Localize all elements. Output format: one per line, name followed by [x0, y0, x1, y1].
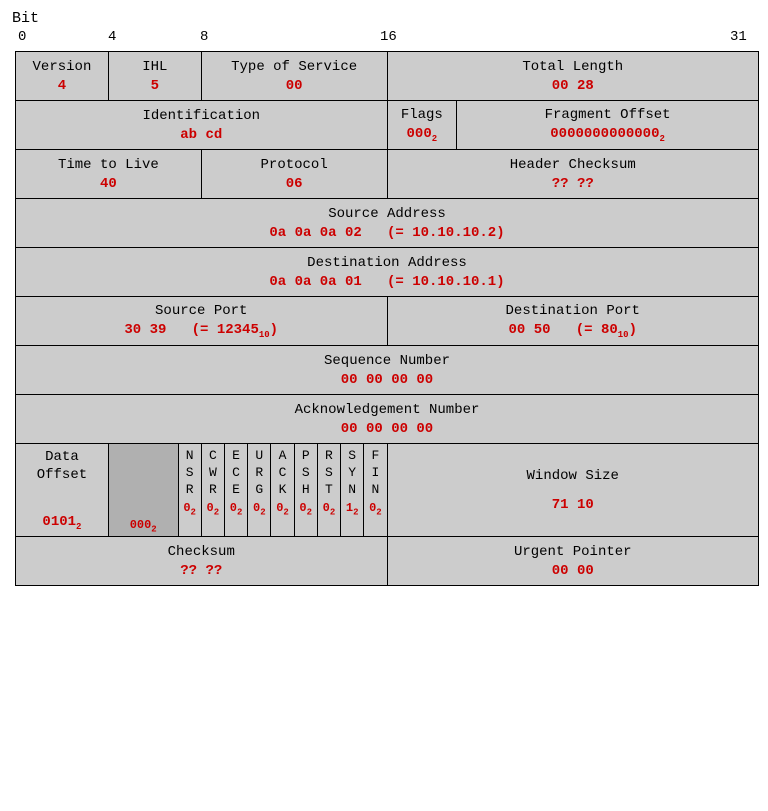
field-destination-address: Destination Address 0a 0a 0a 01 (= 10.10…	[16, 248, 758, 296]
bit-ruler: 0 4 8 16 31	[10, 29, 758, 47]
ruler-tick-16: 16	[380, 29, 397, 45]
label-ihl: IHL	[142, 58, 167, 76]
field-urgent-pointer: Urgent Pointer 00 00	[388, 537, 759, 585]
field-ack-number: Acknowledgement Number 00 00 00 00	[16, 395, 758, 443]
field-data-offset: DataOffset 01012	[16, 444, 108, 536]
label-frag-offset: Fragment Offset	[545, 106, 671, 124]
flag-psh: PSH 02	[295, 444, 317, 536]
value-frag-offset: 00000000000002	[550, 126, 665, 144]
value-source-port: 30 39 (= 1234510)	[124, 322, 278, 340]
value-protocol: 06	[286, 176, 303, 192]
value-ack-number: 00 00 00 00	[341, 421, 433, 437]
flag-ns: NSR 02	[179, 444, 201, 536]
field-header-checksum: Header Checksum ?? ??	[388, 150, 759, 198]
field-source-address: Source Address 0a 0a 0a 02 (= 10.10.10.2…	[16, 199, 758, 247]
label-urgent-pointer: Urgent Pointer	[514, 543, 632, 561]
flag-cwr: CWR 02	[202, 444, 224, 536]
label-version: Version	[33, 58, 92, 76]
field-version: Version 4	[16, 52, 108, 100]
label-destination-address: Destination Address	[307, 254, 467, 272]
label-ttl: Time to Live	[58, 156, 159, 174]
flag-ece: ECE 02	[225, 444, 247, 536]
field-destination-port: Destination Port 00 50 (= 8010)	[388, 297, 759, 345]
label-total-length: Total Length	[522, 58, 623, 76]
field-protocol: Protocol 06	[202, 150, 387, 198]
label-data-offset: DataOffset	[37, 448, 87, 484]
field-window-size: Window Size 71 10	[388, 444, 759, 536]
value-total-length: 00 28	[552, 78, 594, 94]
flag-syn: SYN 12	[341, 444, 363, 536]
packet-diagram: Version 4 IHL 5 Type of Service 00 Total…	[15, 51, 759, 586]
field-tos: Type of Service 00	[202, 52, 387, 100]
value-tcp-checksum: ?? ??	[180, 563, 222, 579]
value-version: 4	[58, 78, 66, 94]
label-destination-port: Destination Port	[506, 302, 640, 320]
field-tcp-checksum: Checksum ?? ??	[16, 537, 387, 585]
value-ttl: 40	[100, 176, 117, 192]
value-source-address: 0a 0a 0a 02 (= 10.10.10.2)	[269, 225, 504, 241]
label-flags: Flags	[401, 106, 443, 124]
field-ihl: IHL 5	[109, 52, 201, 100]
flag-urg: URG 02	[248, 444, 270, 536]
field-ttl: Time to Live 40	[16, 150, 201, 198]
field-sequence-number: Sequence Number 00 00 00 00	[16, 346, 758, 394]
value-ihl: 5	[151, 78, 159, 94]
ruler-tick-8: 8	[200, 29, 208, 45]
value-flags: 0002	[407, 126, 438, 144]
label-identification: Identification	[142, 107, 260, 125]
label-ack-number: Acknowledgement Number	[295, 401, 480, 419]
label-tos: Type of Service	[231, 58, 357, 76]
label-source-port: Source Port	[155, 302, 247, 320]
ruler-tick-31: 31	[730, 29, 747, 45]
value-header-checksum: ?? ??	[552, 176, 594, 192]
label-tcp-checksum: Checksum	[168, 543, 235, 561]
value-urgent-pointer: 00 00	[552, 563, 594, 579]
ruler-tick-0: 0	[18, 29, 26, 45]
label-header-checksum: Header Checksum	[510, 156, 636, 174]
field-source-port: Source Port 30 39 (= 1234510)	[16, 297, 387, 345]
label-protocol: Protocol	[261, 156, 328, 174]
ruler-tick-4: 4	[108, 29, 116, 45]
field-identification: Identification ab cd	[16, 101, 387, 149]
value-data-offset: 01012	[42, 514, 81, 532]
label-window-size: Window Size	[527, 467, 619, 485]
label-source-address: Source Address	[328, 205, 446, 223]
value-destination-address: 0a 0a 0a 01 (= 10.10.10.1)	[269, 274, 504, 290]
value-destination-port: 00 50 (= 8010)	[509, 322, 637, 340]
flag-fin: FIN 02	[364, 444, 386, 536]
field-flags: Flags 0002	[388, 101, 457, 149]
value-window-size: 71 10	[552, 497, 594, 513]
field-total-length: Total Length 00 28	[388, 52, 759, 100]
value-tos: 00	[286, 78, 303, 94]
field-frag-offset: Fragment Offset 00000000000002	[457, 101, 758, 149]
value-sequence-number: 00 00 00 00	[341, 372, 433, 388]
flag-rst: RST 02	[318, 444, 340, 536]
field-reserved: 0002	[109, 444, 178, 536]
label-sequence-number: Sequence Number	[324, 352, 450, 370]
value-reserved: 0002	[130, 518, 157, 534]
flag-ack: ACK 02	[271, 444, 293, 536]
bit-axis-label: Bit	[10, 10, 758, 27]
value-identification: ab cd	[180, 127, 222, 143]
